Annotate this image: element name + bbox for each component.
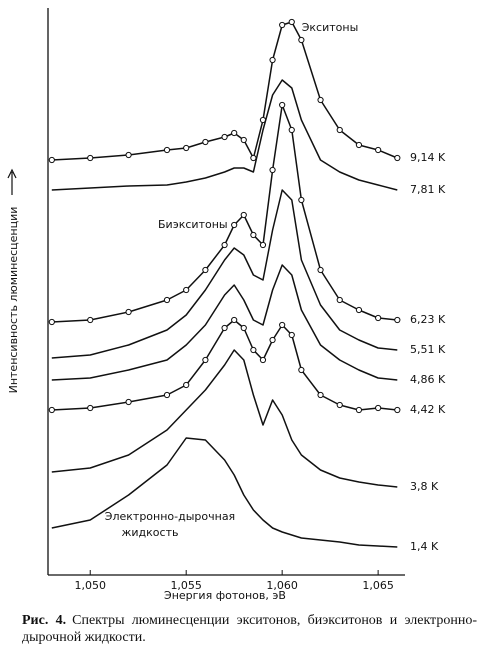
caption-text: Спектры люминесценции экситонов, биэксит…: [22, 613, 477, 645]
spectrum-line: [51, 319, 398, 411]
spectrum-line: [51, 264, 398, 381]
data-point: [336, 126, 343, 134]
data-point: [336, 401, 343, 409]
spectrum-line: [51, 104, 398, 323]
spectrum-line: [51, 189, 398, 359]
spectrum-line: [51, 349, 398, 488]
data-point: [269, 336, 276, 344]
x-tick-label: 1,065: [362, 579, 394, 592]
y-axis-label: Интенсивность люминесценции: [7, 207, 20, 394]
data-point: [250, 231, 257, 239]
data-point: [288, 126, 295, 134]
data-point: [355, 406, 363, 414]
data-point: [87, 154, 94, 162]
data-point: [336, 296, 343, 304]
data-point: [240, 324, 247, 332]
data-point: [202, 266, 209, 274]
x-tick-label: 1,050: [74, 579, 106, 592]
data-point: [48, 406, 55, 414]
data-point: [240, 136, 247, 144]
data-point: [394, 406, 401, 414]
x-axis-label: Энергия фотонов, эВ: [164, 589, 286, 602]
data-point: [183, 286, 190, 294]
data-point: [231, 129, 238, 137]
data-point: [250, 154, 257, 162]
annotation: Биэкситоны: [158, 218, 228, 231]
data-point: [48, 318, 55, 326]
axis-arrow-head: [7, 168, 17, 179]
data-point: [298, 366, 305, 374]
series-label: 5,51 K: [410, 343, 446, 356]
data-point: [279, 101, 286, 109]
annotation: Экситоны: [302, 21, 359, 34]
caption-label: Рис. 4.: [22, 613, 67, 628]
data-point: [279, 321, 286, 329]
series-label: 4,86 K: [410, 373, 446, 386]
data-point: [375, 314, 382, 322]
data-point: [163, 391, 171, 399]
data-point: [269, 166, 276, 174]
data-point: [250, 346, 257, 354]
caption: Рис. 4. Спектры люминесценции экситонов, …: [22, 612, 477, 646]
data-point: [183, 144, 190, 152]
series-label: 1,4 K: [410, 540, 439, 553]
data-point: [317, 266, 324, 274]
data-point: [221, 133, 228, 141]
data-point: [163, 296, 171, 304]
data-point: [298, 36, 305, 44]
data-point: [259, 356, 267, 364]
data-point: [298, 196, 305, 204]
data-point: [221, 324, 228, 332]
data-point: [259, 241, 267, 249]
data-point: [375, 146, 382, 154]
data-point: [125, 398, 132, 406]
data-point: [163, 146, 171, 154]
data-point: [394, 316, 401, 324]
data-point: [202, 356, 209, 364]
data-point: [269, 56, 276, 64]
spectrum-line: [51, 21, 398, 161]
data-point: [394, 154, 401, 162]
data-point: [288, 18, 295, 26]
data-point: [87, 404, 94, 412]
data-point: [288, 331, 295, 339]
data-point: [48, 156, 55, 164]
spectrum-line: [51, 79, 398, 191]
data-point: [231, 316, 238, 324]
data-point: [87, 316, 94, 324]
data-point: [317, 391, 324, 399]
data-point: [221, 241, 228, 249]
series-label: 7,81 K: [410, 183, 446, 196]
annotation: Электронно-дырочная: [105, 510, 235, 523]
x-tick-label: 1,055: [170, 579, 202, 592]
series-label: 6,23 K: [410, 313, 446, 326]
data-point: [240, 211, 247, 219]
annotation: жидкость: [122, 526, 179, 539]
data-point: [317, 96, 324, 104]
data-point: [202, 138, 209, 146]
data-point: [355, 141, 363, 149]
data-point: [125, 151, 132, 159]
data-point: [183, 381, 190, 389]
series-label: 3,8 K: [410, 480, 439, 493]
spectrum-line: [51, 437, 398, 548]
data-point: [231, 221, 238, 229]
data-point: [279, 21, 286, 29]
series-label: 9,14 K: [410, 151, 446, 164]
data-point: [355, 306, 363, 314]
data-point: [125, 308, 132, 316]
chart: Интенсивность люминесценции Энергия фото…: [7, 8, 446, 602]
x-tick-label: 1,060: [266, 579, 298, 592]
series-label: 4,42 K: [410, 403, 446, 416]
data-point: [375, 404, 382, 412]
